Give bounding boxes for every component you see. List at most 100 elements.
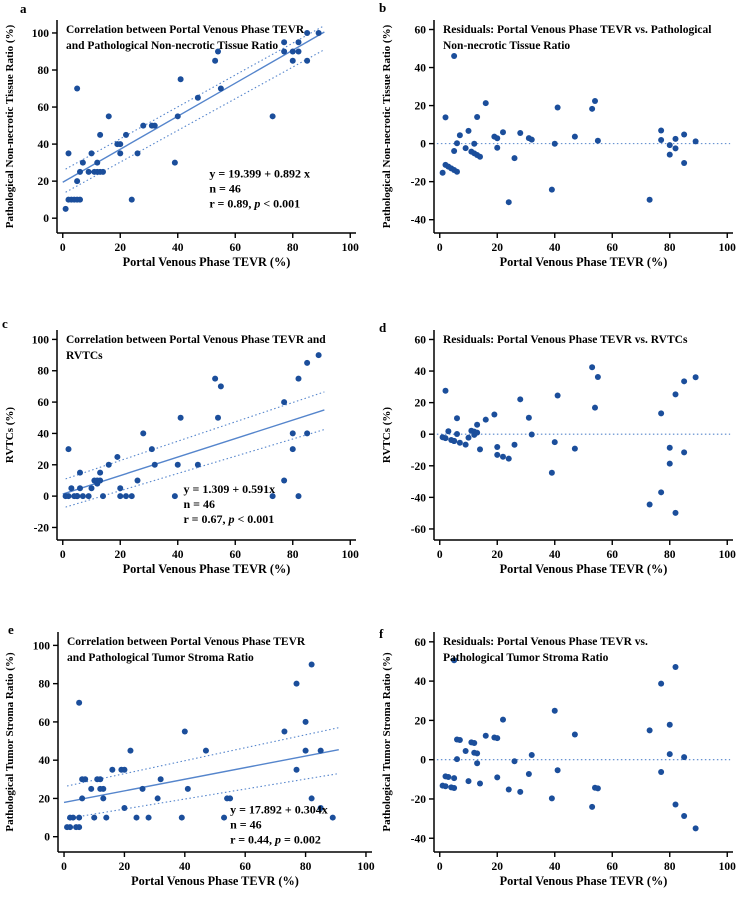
- svg-text:-20: -20: [34, 522, 50, 534]
- scatter-chart-correlation-rvtcs: 0 20 40 60 80 100 -20 0 20 40 60 80 100 Correlation b…: [0, 300, 376, 600]
- svg-text:60: 60: [239, 861, 251, 873]
- panel-b: b 0 20 40 60 80 100 -40 -20 0 20 40 60 Residuals: Po…: [377, 0, 753, 300]
- svg-text:Residuals: Portal Venous Phase: Residuals: Portal Venous Phase TEVR vs.: [443, 636, 648, 648]
- svg-text:Pathological Non-necrotic Tiss: Pathological Non-necrotic Tissue Ratio (…: [381, 24, 393, 228]
- svg-text:0: 0: [44, 832, 50, 844]
- panel-letter-d: d: [379, 320, 387, 335]
- svg-text:80: 80: [38, 65, 50, 77]
- svg-text:80: 80: [39, 679, 51, 691]
- svg-text:y = 1.309 + 0.591x: y = 1.309 + 0.591x: [184, 482, 276, 496]
- svg-text:40: 40: [38, 428, 50, 440]
- svg-text:0: 0: [60, 549, 66, 561]
- svg-text:60: 60: [230, 549, 242, 561]
- svg-text:40: 40: [172, 549, 184, 561]
- svg-text:100: 100: [719, 549, 737, 561]
- svg-text:100: 100: [342, 242, 360, 254]
- panel-d: d 0 20 40 60 80 100 -60 -40 -20 0 20 40 60 Residuals:…: [377, 300, 753, 600]
- svg-text:60: 60: [415, 25, 427, 37]
- scatter-chart-residuals-stroma: 0 20 40 60 80 100 -40 -20 0 20 40 60 Residuals: Port…: [377, 600, 753, 904]
- svg-text:y = 19.399 + 0.892 x: y = 19.399 + 0.892 x: [209, 166, 310, 180]
- svg-text:20: 20: [415, 398, 427, 410]
- svg-text:0: 0: [60, 242, 66, 254]
- svg-text:100: 100: [32, 334, 50, 346]
- scatter-chart-correlation-stroma: 0 20 40 60 80 100 0 20 40 60 80 100 Correlation betw…: [0, 600, 376, 904]
- svg-text:80: 80: [287, 549, 299, 561]
- panel-a: a 0 20 40 60 80 100 0 20 40 60 80 100 Correlation be…: [0, 0, 376, 300]
- svg-text:20: 20: [115, 549, 127, 561]
- svg-text:Portal Venous Phase TEVR (%): Portal Venous Phase TEVR (%): [500, 255, 668, 269]
- svg-text:60: 60: [607, 549, 619, 561]
- svg-text:40: 40: [549, 242, 561, 254]
- panel-c: c 0 20 40 60 80 100 -20 0 20 40 60 80 100 Correlation…: [0, 300, 376, 600]
- svg-text:RVTCs (%): RVTCs (%): [381, 407, 393, 463]
- svg-text:40: 40: [179, 861, 191, 873]
- svg-text:-60: -60: [411, 524, 427, 536]
- svg-text:Portal Venous Phase TEVR (%): Portal Venous Phase TEVR (%): [123, 562, 291, 576]
- svg-text:60: 60: [39, 717, 51, 729]
- svg-text:-20: -20: [411, 461, 427, 473]
- svg-text:20: 20: [415, 715, 427, 727]
- svg-text:60: 60: [38, 102, 50, 114]
- svg-text:100: 100: [342, 549, 360, 561]
- svg-text:n = 46: n = 46: [184, 497, 216, 511]
- svg-text:Portal Venous Phase TEVR (%): Portal Venous Phase TEVR (%): [131, 874, 299, 888]
- svg-text:n = 46: n = 46: [209, 181, 241, 195]
- svg-text:0: 0: [43, 213, 49, 225]
- svg-text:r = 0.67, p < 0.001: r = 0.67, p < 0.001: [184, 512, 275, 526]
- svg-text:20: 20: [492, 549, 504, 561]
- scatter-chart-residuals-nonnecrotic: 0 20 40 60 80 100 -40 -20 0 20 40 60 Residuals: Port…: [377, 0, 753, 300]
- svg-text:0: 0: [420, 139, 426, 151]
- svg-text:n = 46: n = 46: [230, 818, 262, 832]
- svg-text:60: 60: [38, 397, 50, 409]
- svg-text:80: 80: [664, 242, 676, 254]
- svg-text:60: 60: [415, 637, 427, 649]
- scatter-chart-correlation-nonnecrotic: 0 20 40 60 80 100 0 20 40 60 80 100 Correlation betw…: [0, 0, 376, 300]
- svg-text:100: 100: [357, 861, 375, 873]
- svg-text:100: 100: [33, 640, 51, 652]
- svg-text:Residuals: Portal Venous Phase: Residuals: Portal Venous Phase TEVR vs. …: [443, 334, 688, 346]
- svg-text:20: 20: [115, 242, 127, 254]
- svg-text:60: 60: [415, 334, 427, 346]
- svg-text:Correlation between Portal Ven: Correlation between Portal Venous Phase …: [66, 24, 305, 36]
- panel-letter-f: f: [379, 626, 384, 641]
- svg-text:40: 40: [38, 139, 50, 151]
- svg-text:r = 0.44, p = 0.002: r = 0.44, p = 0.002: [230, 833, 321, 847]
- panel-letter-b: b: [379, 0, 387, 15]
- svg-text:-40: -40: [411, 833, 427, 845]
- svg-text:0: 0: [437, 861, 443, 873]
- svg-text:20: 20: [38, 176, 50, 188]
- svg-text:Correlation between Portal Ven: Correlation between Portal Venous Phase …: [66, 334, 326, 346]
- svg-text:-20: -20: [411, 177, 427, 189]
- svg-text:40: 40: [39, 755, 51, 767]
- svg-text:0: 0: [420, 429, 426, 441]
- svg-text:-40: -40: [411, 215, 427, 227]
- svg-text:Non-necrotic Tissue Ratio: Non-necrotic Tissue Ratio: [443, 40, 570, 52]
- svg-text:Pathological Tumor Stroma Rati: Pathological Tumor Stroma Ratio: [443, 652, 609, 664]
- svg-text:20: 20: [492, 242, 504, 254]
- svg-text:Correlation between Portal Ven: Correlation between Portal Venous Phase …: [67, 636, 306, 648]
- svg-text:and Pathological Tumor Stroma: and Pathological Tumor Stroma Ratio: [67, 652, 254, 664]
- svg-text:Pathological Tumor Stroma Rati: Pathological Tumor Stroma Ratio (%): [4, 652, 16, 832]
- scatter-chart-residuals-rvtcs: 0 20 40 60 80 100 -60 -40 -20 0 20 40 60 Residuals: P…: [377, 300, 753, 600]
- svg-text:100: 100: [32, 28, 50, 40]
- svg-text:40: 40: [415, 366, 427, 378]
- svg-text:40: 40: [172, 242, 184, 254]
- svg-text:100: 100: [719, 242, 737, 254]
- svg-text:20: 20: [38, 460, 50, 472]
- svg-text:20: 20: [492, 861, 504, 873]
- svg-text:60: 60: [607, 861, 619, 873]
- svg-text:y = 17.892 + 0.304x: y = 17.892 + 0.304x: [230, 803, 328, 817]
- svg-text:40: 40: [549, 861, 561, 873]
- svg-text:Portal Venous Phase TEVR (%): Portal Venous Phase TEVR (%): [500, 562, 668, 576]
- svg-text:0: 0: [43, 491, 49, 503]
- svg-text:80: 80: [38, 366, 50, 378]
- panel-letter-e: e: [8, 622, 14, 637]
- svg-text:80: 80: [664, 549, 676, 561]
- svg-text:Pathological Tumor Stroma Rati: Pathological Tumor Stroma Ratio (%): [381, 652, 393, 832]
- panel-letter-c: c: [2, 316, 8, 331]
- svg-text:20: 20: [119, 861, 131, 873]
- svg-text:60: 60: [607, 242, 619, 254]
- svg-text:100: 100: [719, 861, 737, 873]
- panel-f: f 0 20 40 60 80 100 -40 -20 0 20 40 60 Residuals: Po…: [377, 600, 753, 904]
